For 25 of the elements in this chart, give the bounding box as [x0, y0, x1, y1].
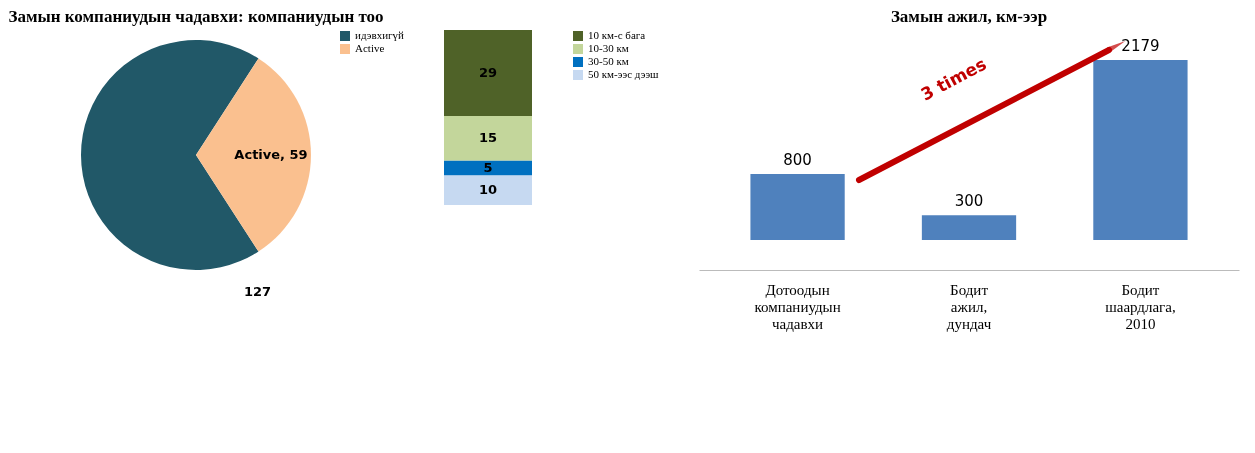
- data-label: 10: [478, 182, 498, 198]
- pie-slice: [196, 58, 311, 252]
- legend-label: Active: [355, 42, 385, 54]
- x-tick-label: Бодит ажил, дундач: [946, 281, 992, 332]
- bar: [444, 116, 532, 161]
- bar: [444, 160, 532, 176]
- data-label: 800: [783, 150, 812, 169]
- data-label: 2179: [1121, 37, 1160, 55]
- x-tick-label: Бодит шаардлага, 2010: [1105, 281, 1176, 332]
- legend-label: 30-50 км: [588, 55, 629, 67]
- data-label: 300: [954, 192, 984, 211]
- data-label: 15: [478, 130, 498, 146]
- data-label: 127: [243, 283, 272, 299]
- data-label: Active, 59: [234, 147, 308, 162]
- bar: [444, 30, 532, 117]
- data-label: 5: [483, 159, 493, 175]
- chart-title: Замын компаниудын чадавхи: компаниудын тоо: [8, 7, 384, 26]
- data-label: 29: [478, 65, 498, 81]
- legend-label: 10-30 км: [588, 42, 629, 54]
- x-tick-label: Дотоодын компаниудын чадавхи: [754, 281, 841, 332]
- legend-label: 50 км-ээс дээш: [588, 68, 660, 80]
- bar: [444, 175, 532, 205]
- legend-label: идэвхигүй: [355, 29, 405, 41]
- chart-title: Замын ажил, км-ээр: [890, 7, 1048, 26]
- legend-label: 10 км-с бага: [588, 29, 646, 41]
